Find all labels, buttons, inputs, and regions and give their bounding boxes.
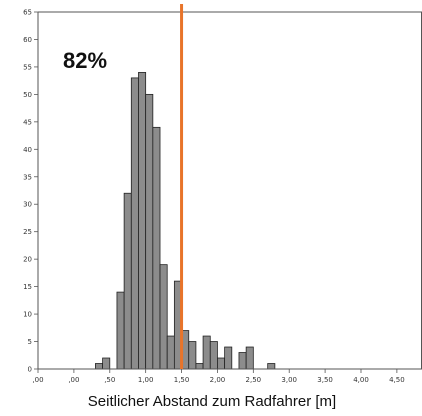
y-tick-label: 65 [23, 9, 32, 17]
x-tick-label: 3,50 [317, 376, 333, 384]
x-axis-title: Seitlicher Abstand zum Radfahrer [m] [88, 393, 336, 410]
bars-group [95, 72, 276, 370]
y-tick-label: 5 [28, 338, 32, 346]
histogram-bar-14 [202, 335, 211, 370]
histogram-bar-15 [209, 341, 218, 370]
x-tick-label: 4,00 [353, 376, 369, 384]
histogram-bar-17 [224, 346, 233, 370]
x-tick-label: 1,00 [138, 376, 154, 384]
x-tick-label: ,50 [104, 376, 115, 384]
histogram-bar-0 [95, 363, 103, 370]
x-tick-label: 2,00 [210, 376, 226, 384]
y-tick-label: 20 [23, 256, 32, 264]
histogram-bar-8 [159, 264, 168, 370]
y-tick-label: 40 [23, 146, 32, 154]
histogram-bar-12 [188, 341, 197, 370]
histogram-bar-2 [116, 291, 125, 370]
y-tick-label: 50 [23, 91, 32, 99]
histogram-bar-3 [123, 192, 132, 370]
y-tick-label: 25 [23, 228, 32, 236]
histogram-bar-7 [152, 126, 161, 370]
histogram-bar-4 [130, 77, 139, 370]
x-tick-label: ,00 [32, 376, 43, 384]
histogram-bar-20 [267, 363, 276, 370]
x-tick-label: 4,50 [389, 376, 405, 384]
histogram-bar-18 [238, 352, 247, 370]
percent-annotation: 82% [63, 48, 107, 73]
histogram-bar-16 [217, 357, 226, 370]
histogram-bar-6 [145, 93, 154, 370]
y-tick-label: 35 [23, 173, 32, 181]
x-tick-label: 2,50 [246, 376, 262, 384]
x-tick-label: 1,50 [174, 376, 190, 384]
y-tick-label: 30 [23, 201, 32, 209]
x-tick-label: ,00 [68, 376, 79, 384]
y-tick-label: 55 [23, 63, 32, 71]
histogram-bar-5 [138, 72, 147, 370]
y-tick-label: 10 [23, 311, 32, 319]
histogram-bar-13 [195, 363, 204, 370]
y-tick-label: 45 [23, 118, 32, 126]
y-tick-label: 0 [28, 366, 32, 374]
histogram-bar-19 [245, 346, 254, 370]
ticks-group: 0 5 10 15 20 25 30 35 40 45 50 55 60 65 ,00 ,00 ,50 1,00 1… [23, 9, 405, 385]
y-tick-label: 60 [23, 36, 32, 44]
histogram-bar-1 [102, 357, 111, 370]
histogram-bar-9 [166, 335, 175, 370]
x-tick-label: 3,00 [281, 376, 297, 384]
y-tick-label: 15 [23, 283, 32, 291]
